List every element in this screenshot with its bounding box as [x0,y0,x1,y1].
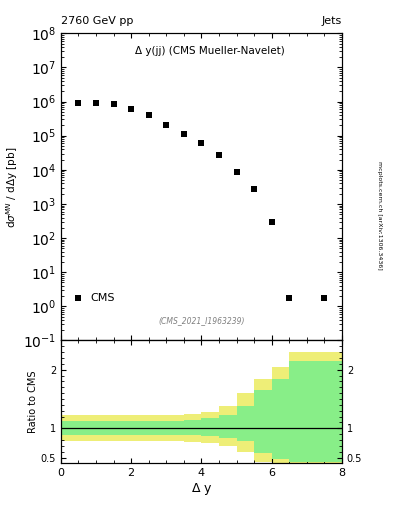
Text: (CMS_2021_I1963239): (CMS_2021_I1963239) [158,316,245,325]
X-axis label: $\Delta$ y: $\Delta$ y [191,481,212,497]
Text: mcplots.cern.ch [arXiv:1306.3436]: mcplots.cern.ch [arXiv:1306.3436] [377,161,382,269]
Text: Δ y(јј) (CMS Mueller-Navelet): Δ y(јј) (CMS Mueller-Navelet) [135,46,285,56]
Y-axis label: Ratio to CMS: Ratio to CMS [28,371,38,433]
Text: Jets: Jets [321,15,342,26]
Text: CMS: CMS [91,293,115,304]
Y-axis label: d$\sigma^{MN}$ / d$\Delta$y [pb]: d$\sigma^{MN}$ / d$\Delta$y [pb] [4,146,20,227]
Text: 2760 GeV pp: 2760 GeV pp [61,15,133,26]
